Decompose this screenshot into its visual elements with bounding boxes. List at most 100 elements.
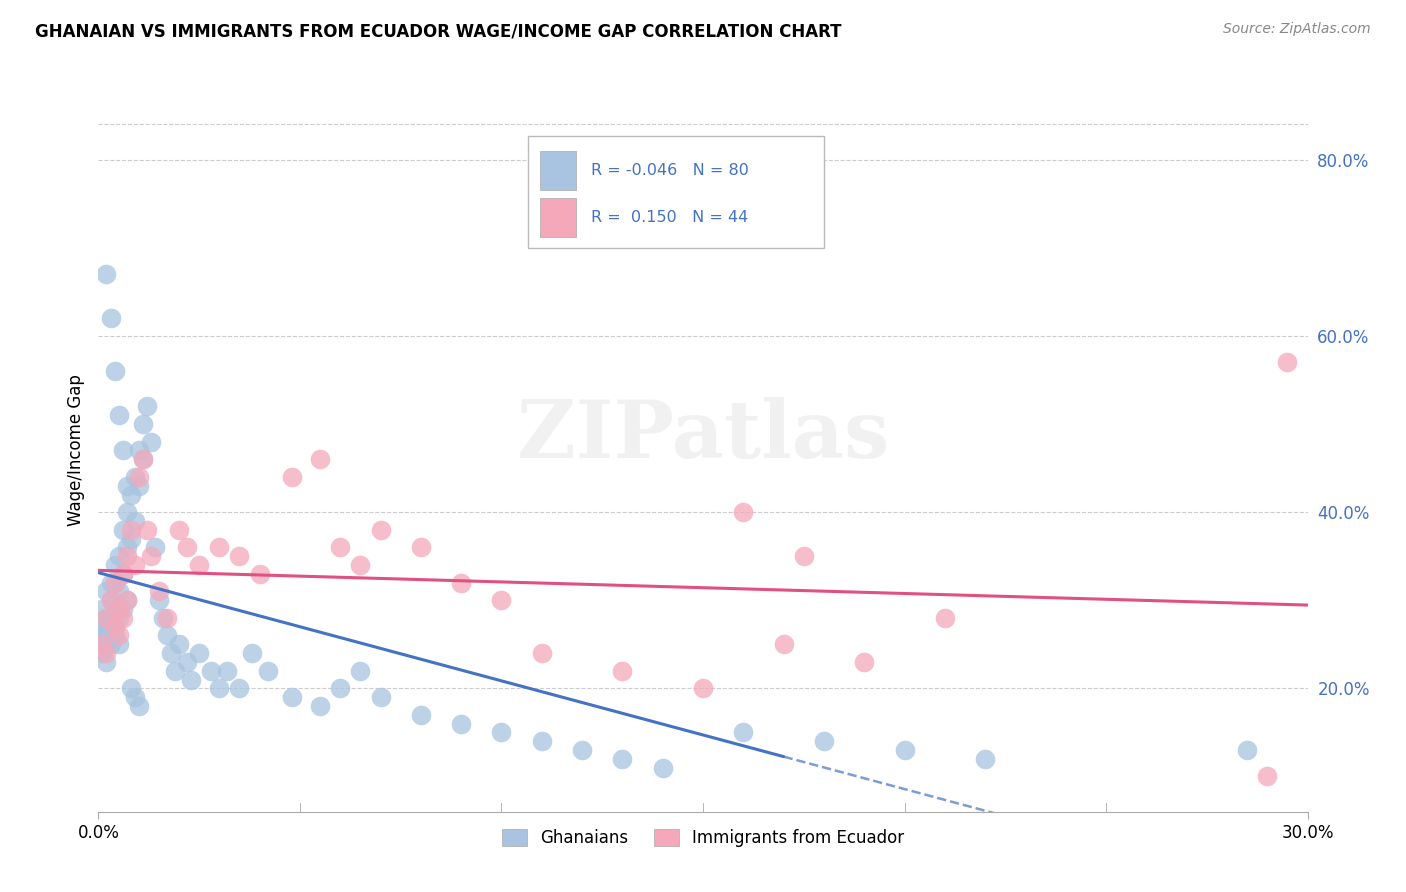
Point xyxy=(128,479,150,493)
Point xyxy=(124,558,146,572)
Point xyxy=(571,743,593,757)
Point xyxy=(152,611,174,625)
Point xyxy=(143,541,166,555)
Point xyxy=(111,611,134,625)
Point xyxy=(281,690,304,705)
Point xyxy=(148,584,170,599)
Point xyxy=(450,716,472,731)
Point xyxy=(491,725,513,739)
Point xyxy=(103,602,125,616)
Text: ZIPatlas: ZIPatlas xyxy=(517,397,889,475)
Point xyxy=(733,505,755,519)
Point xyxy=(111,566,134,581)
Point xyxy=(103,558,125,572)
Text: R = -0.046   N = 80: R = -0.046 N = 80 xyxy=(591,163,748,178)
Point xyxy=(281,470,304,484)
Point xyxy=(132,452,155,467)
Point xyxy=(115,549,138,564)
Point xyxy=(208,541,231,555)
Point xyxy=(132,417,155,431)
Point xyxy=(612,752,634,766)
Point xyxy=(115,593,138,607)
FancyBboxPatch shape xyxy=(540,197,576,237)
Legend: Ghanaians, Immigrants from Ecuador: Ghanaians, Immigrants from Ecuador xyxy=(495,822,911,854)
Point xyxy=(1256,769,1278,783)
Point xyxy=(107,584,129,599)
Point xyxy=(107,602,129,616)
Point xyxy=(107,611,129,625)
Point xyxy=(120,487,142,501)
Point xyxy=(128,470,150,484)
Point xyxy=(96,611,118,625)
Point xyxy=(180,673,202,687)
Point xyxy=(853,655,876,669)
Point xyxy=(91,646,114,660)
Point xyxy=(167,637,190,651)
Point xyxy=(96,267,118,281)
Point xyxy=(111,602,134,616)
Point xyxy=(309,698,332,713)
Point xyxy=(409,707,432,722)
Point xyxy=(100,611,122,625)
Point xyxy=(813,734,835,748)
Point xyxy=(107,637,129,651)
Point xyxy=(329,541,352,555)
Point xyxy=(139,434,162,449)
Point xyxy=(450,575,472,590)
Point xyxy=(96,655,118,669)
Point xyxy=(128,443,150,458)
Point xyxy=(103,575,125,590)
Point xyxy=(160,646,183,660)
Point xyxy=(349,664,371,678)
Text: Source: ZipAtlas.com: Source: ZipAtlas.com xyxy=(1223,22,1371,37)
Point xyxy=(96,620,118,634)
Point xyxy=(111,566,134,581)
Point xyxy=(228,681,250,696)
Point xyxy=(91,602,114,616)
Point xyxy=(115,505,138,519)
Point xyxy=(530,734,553,748)
Point xyxy=(217,664,239,678)
Point xyxy=(163,664,186,678)
Y-axis label: Wage/Income Gap: Wage/Income Gap xyxy=(66,375,84,526)
Point xyxy=(96,611,118,625)
Point xyxy=(91,628,114,642)
Point xyxy=(733,725,755,739)
Point xyxy=(409,541,432,555)
FancyBboxPatch shape xyxy=(540,151,576,190)
Point xyxy=(103,620,125,634)
Point xyxy=(772,637,794,651)
Point xyxy=(934,611,956,625)
Point xyxy=(349,558,371,572)
Point xyxy=(100,575,122,590)
Point xyxy=(240,646,263,660)
Point xyxy=(100,637,122,651)
Point xyxy=(96,646,118,660)
Point xyxy=(124,470,146,484)
Point xyxy=(91,637,114,651)
Point xyxy=(124,690,146,705)
Point xyxy=(1236,743,1258,757)
Point xyxy=(96,584,118,599)
Point xyxy=(132,452,155,467)
Point xyxy=(256,664,278,678)
Point xyxy=(100,311,122,326)
Point xyxy=(309,452,332,467)
Point xyxy=(120,523,142,537)
Point xyxy=(111,523,134,537)
Point xyxy=(107,549,129,564)
Point xyxy=(249,566,271,581)
Point xyxy=(167,523,190,537)
Point xyxy=(1277,355,1299,369)
FancyBboxPatch shape xyxy=(527,136,824,248)
Text: R =  0.150   N = 44: R = 0.150 N = 44 xyxy=(591,211,748,226)
Point xyxy=(96,637,118,651)
Point xyxy=(974,752,997,766)
Point xyxy=(115,593,138,607)
Point xyxy=(107,628,129,642)
Point xyxy=(176,541,198,555)
Point xyxy=(103,575,125,590)
Point xyxy=(176,655,198,669)
Text: GHANAIAN VS IMMIGRANTS FROM ECUADOR WAGE/INCOME GAP CORRELATION CHART: GHANAIAN VS IMMIGRANTS FROM ECUADOR WAGE… xyxy=(35,22,842,40)
Point xyxy=(793,549,815,564)
